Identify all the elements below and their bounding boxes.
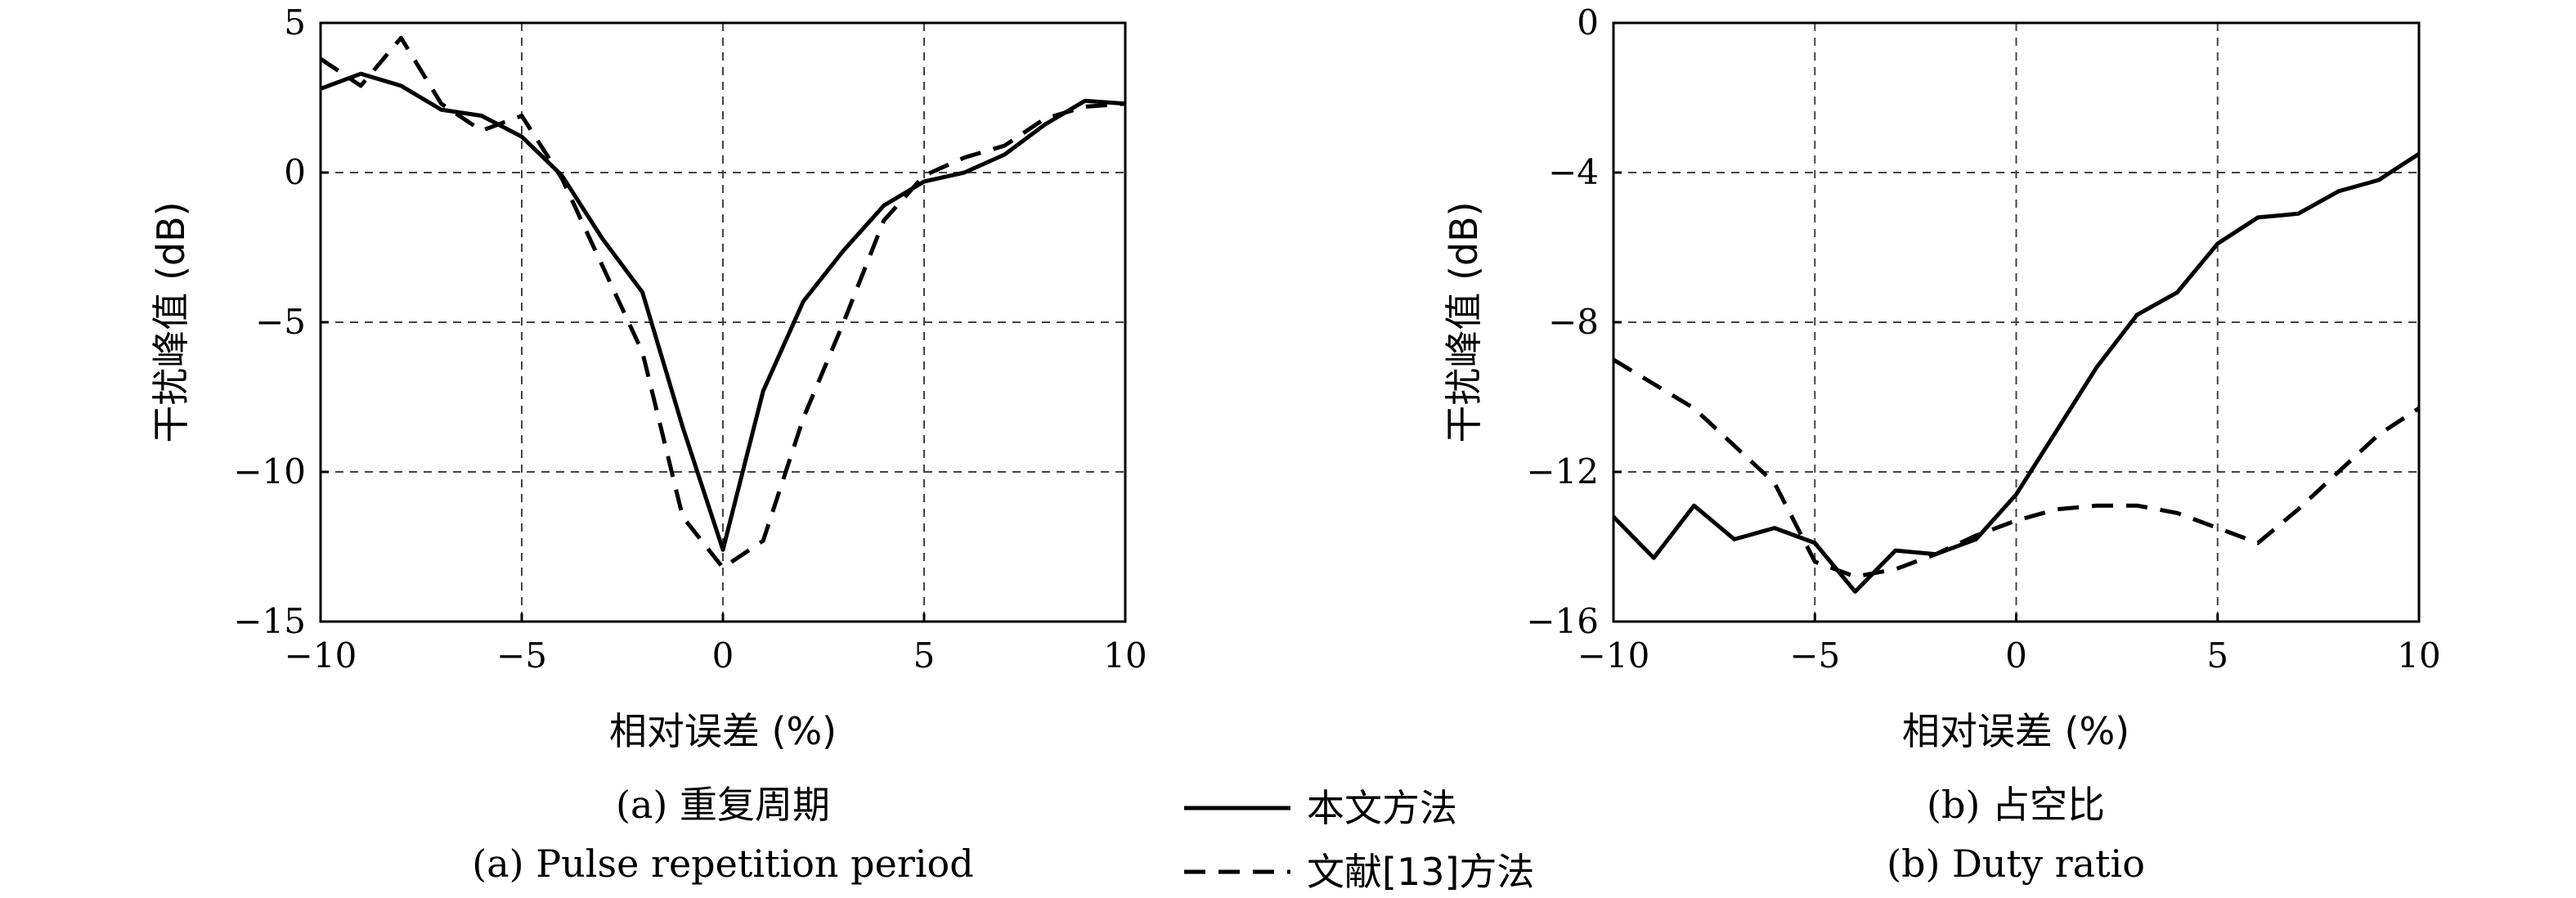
chart-a-ytick-label: −5 (255, 302, 306, 342)
chart-b-caption-cn: (b) 占空比 (1927, 783, 2105, 827)
chart-b-ylabel: 干扰峰值 (dB) (1442, 201, 1486, 442)
chart-b-y-ticks: 0 −4 −8 −12 −16 (1526, 2, 1622, 641)
chart-a-xtick-label: 5 (913, 635, 936, 676)
chart-b-ytick-label: −16 (1526, 601, 1599, 641)
chart-b-xtick-label: −10 (1577, 635, 1650, 676)
chart-b-xtick-label: 10 (2397, 635, 2440, 676)
legend-label-solid: 本文方法 (1307, 786, 1457, 830)
chart-b-xtick-label: 5 (2206, 635, 2228, 676)
chart-a-ytick-label: 0 (284, 152, 306, 192)
chart-b-ytick-label: 0 (1577, 2, 1599, 43)
chart-b-series (1612, 152, 2421, 594)
chart-a-ytick-label: −10 (233, 451, 306, 492)
chart-b-series-proposed (1612, 152, 2421, 594)
chart-b-xlabel: 相对误差 (%) (1902, 709, 2129, 753)
chart-b-caption-en: (b) Duty ratio (1887, 842, 2145, 886)
legend: 本文方法 文献[13]方法 (1184, 786, 1534, 894)
chart-a-series (319, 35, 1126, 570)
chart-panel-a: −10 −5 0 5 10 50−5−10−15 相对误差 (%) 干扰峰值 (dB) … (149, 2, 1147, 886)
chart-a-caption-cn: (a) 重复周期 (616, 783, 830, 827)
chart-b-ytick-label: −12 (1526, 451, 1599, 492)
chart-b-xtick-label: 0 (2005, 635, 2027, 676)
chart-a-x-ticks: −10 −5 0 5 10 (285, 613, 1147, 676)
chart-a-grid (321, 23, 1125, 622)
chart-b-x-ticks: −10 −5 0 5 10 (1577, 613, 2441, 676)
chart-a-ylabel: 干扰峰值 (dB) (149, 201, 193, 442)
chart-a-y-ticks: 5 0 −5 −10 −15 (233, 2, 329, 641)
chart-a-xtick-label: 10 (1103, 635, 1147, 676)
chart-b-ytick-label: −8 (1548, 302, 1599, 342)
chart-panel-b: −10 −5 0 5 10 0 −4 −8 −12 −16 相对误差 (%) 干扰峰值 (dB)… (1442, 2, 2441, 886)
chart-b-series-ref13 (1612, 357, 2421, 579)
chart-b-xtick-label: −5 (1789, 635, 1840, 676)
chart-a-series-proposed (320, 71, 1126, 552)
chart-b-grid (1613, 23, 2419, 622)
chart-a-ytick-label: −15 (233, 601, 306, 641)
chart-b-ytick-label: −4 (1548, 152, 1599, 192)
legend-label-dashed: 文献[13]方法 (1307, 850, 1534, 894)
chart-a-xtick-label: 0 (712, 635, 734, 676)
chart-a-xtick-label: −5 (496, 635, 547, 676)
chart-a-caption-en: (a) Pulse repetition period (472, 842, 973, 886)
chart-a-xtick-label: −10 (285, 635, 357, 676)
chart-a-xlabel: 相对误差 (%) (609, 709, 837, 753)
chart-a-ytick-label: 5 (284, 2, 306, 43)
